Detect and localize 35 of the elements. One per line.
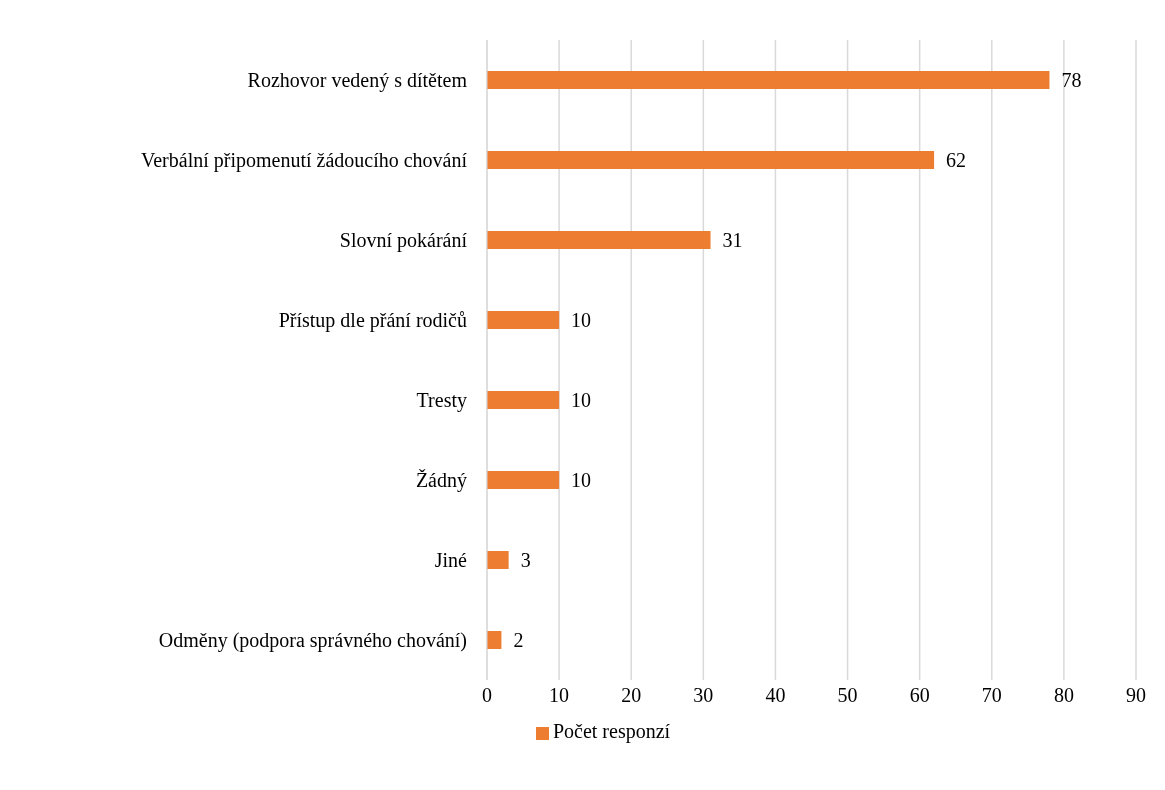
y-tick-label: Verbální připomenutí žádoucího chování bbox=[140, 149, 468, 173]
y-tick-label: Slovní pokárání bbox=[339, 229, 468, 253]
x-tick-label: 70 bbox=[981, 684, 1002, 707]
x-tick-label: 50 bbox=[837, 684, 858, 707]
bar bbox=[487, 71, 1050, 89]
x-tick-label: 20 bbox=[621, 684, 642, 707]
x-tick-label: 0 bbox=[482, 684, 492, 707]
data-label: 31 bbox=[722, 229, 743, 252]
x-tick-label: 60 bbox=[909, 684, 930, 707]
y-tick-label: Odměny (podpora správného chování) bbox=[158, 629, 467, 653]
bar bbox=[487, 391, 560, 409]
y-tick-label: Přístup dle přání rodičů bbox=[278, 309, 467, 333]
legend-label: Počet responzí bbox=[552, 720, 671, 742]
bar bbox=[487, 231, 711, 249]
y-tick-label: Žádný bbox=[415, 469, 467, 493]
data-label: 10 bbox=[571, 309, 592, 332]
bar bbox=[487, 551, 509, 569]
data-label: 10 bbox=[571, 469, 592, 492]
x-tick-label: 30 bbox=[693, 684, 714, 707]
data-label: 10 bbox=[571, 389, 592, 412]
y-tick-label: Rozhovor vedený s dítětem bbox=[247, 69, 468, 93]
x-tick-label: 10 bbox=[549, 684, 570, 707]
y-tick-label: Jiné bbox=[434, 549, 468, 572]
x-tick-label: 90 bbox=[1126, 684, 1146, 707]
bar bbox=[487, 311, 560, 329]
bar bbox=[487, 471, 560, 489]
bar bbox=[487, 631, 502, 649]
x-tick-label: 80 bbox=[1053, 684, 1074, 707]
data-label: 78 bbox=[1061, 69, 1082, 92]
bar bbox=[487, 151, 935, 169]
data-label: 62 bbox=[946, 149, 967, 172]
data-label: 2 bbox=[513, 629, 524, 652]
data-label: 3 bbox=[520, 549, 531, 572]
y-tick-label: Tresty bbox=[416, 389, 467, 413]
x-tick-label: 40 bbox=[765, 684, 786, 707]
